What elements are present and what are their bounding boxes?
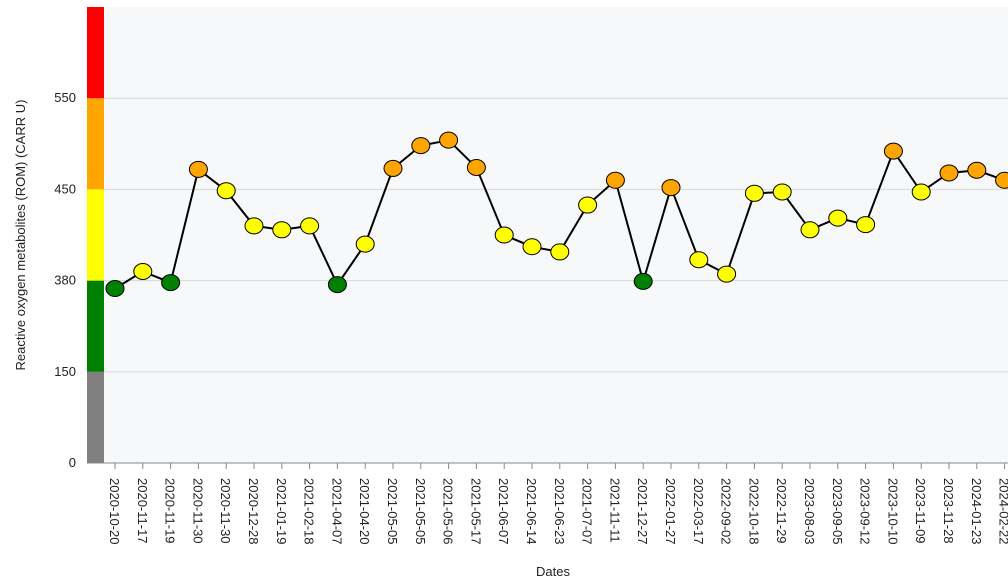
data-point xyxy=(995,171,1008,189)
data-point xyxy=(188,160,208,178)
x-tick-label: 2020-12-28 xyxy=(246,478,261,545)
data-point xyxy=(939,164,959,182)
range-band xyxy=(87,98,104,190)
x-tick-label: 2021-04-07 xyxy=(329,478,344,545)
x-tick-label: 2023-11-28 xyxy=(941,478,956,544)
data-point xyxy=(383,159,403,177)
data-point xyxy=(605,171,625,189)
data-point xyxy=(772,183,792,201)
data-point xyxy=(828,209,848,227)
x-tick-label: 2021-05-05 xyxy=(413,478,428,545)
data-point xyxy=(494,226,514,244)
y-tick-label: 380 xyxy=(54,273,76,288)
data-point xyxy=(522,238,542,256)
data-point xyxy=(856,216,876,234)
x-tick-label: 2021-02-18 xyxy=(302,478,317,545)
x-tick-label: 2024-02-22 xyxy=(997,478,1008,545)
range-band xyxy=(87,7,104,99)
x-tick-label: 2021-11-11 xyxy=(607,478,622,543)
y-tick-label: 150 xyxy=(54,364,76,379)
data-point xyxy=(161,274,181,292)
x-tick-label: 2023-11-09 xyxy=(913,478,928,544)
data-point xyxy=(244,217,264,235)
data-point xyxy=(744,184,764,202)
y-tick-label: 0 xyxy=(69,455,76,470)
data-point xyxy=(911,183,931,201)
x-tick-label: 2021-04-20 xyxy=(357,478,372,545)
x-tick-label: 2021-07-07 xyxy=(580,478,595,545)
x-tick-label: 2021-06-14 xyxy=(524,478,539,545)
data-point xyxy=(717,265,737,283)
x-tick-label: 2020-11-17 xyxy=(135,478,150,544)
data-point xyxy=(550,243,570,261)
data-point xyxy=(578,196,598,214)
data-point xyxy=(689,251,709,269)
data-point xyxy=(439,131,459,149)
x-tick-label: 2022-03-17 xyxy=(691,478,706,545)
x-tick-label: 2021-12-27 xyxy=(635,478,650,545)
data-point xyxy=(466,159,486,177)
data-point xyxy=(327,276,347,294)
x-tick-label: 2023-09-05 xyxy=(830,478,845,545)
x-tick-label: 2020-10-20 xyxy=(107,478,122,545)
y-tick-label: 550 xyxy=(54,90,76,105)
y-axis-title: Reactive oxygen metabolites (ROM) (CARR … xyxy=(13,100,28,371)
data-point xyxy=(800,221,820,239)
x-axis-title: Dates xyxy=(536,564,570,579)
x-tick-label: 2024-01-23 xyxy=(969,478,984,545)
x-tick-label: 2021-05-05 xyxy=(385,478,400,545)
x-tick-label: 2023-08-03 xyxy=(802,478,817,545)
data-point xyxy=(355,235,375,253)
x-tick-label: 2021-05-17 xyxy=(468,478,483,545)
data-point xyxy=(272,221,292,239)
data-point xyxy=(133,262,153,280)
x-tick-label: 2020-11-19 xyxy=(163,478,178,544)
data-point xyxy=(633,272,653,290)
range-band xyxy=(87,280,104,372)
x-tick-label: 2021-05-06 xyxy=(441,478,456,545)
x-tick-label: 2020-11-30 xyxy=(190,478,205,544)
range-band xyxy=(87,189,104,281)
data-point xyxy=(883,142,903,160)
plot-area xyxy=(104,7,1008,463)
data-point xyxy=(216,182,236,200)
x-tick-label: 2022-11-29 xyxy=(774,478,789,544)
data-point xyxy=(411,137,431,155)
range-band xyxy=(87,371,104,463)
x-tick-label: 2023-09-12 xyxy=(858,478,873,545)
data-point xyxy=(300,217,320,235)
y-tick-label: 450 xyxy=(54,181,76,196)
data-point xyxy=(661,179,681,197)
data-point xyxy=(967,161,987,179)
x-tick-label: 2023-10-10 xyxy=(885,478,900,545)
x-tick-label: 2022-09-02 xyxy=(719,478,734,545)
x-tick-label: 2021-06-23 xyxy=(552,478,567,545)
x-tick-label: 2021-01-19 xyxy=(274,478,289,545)
x-tick-label: 2022-10-18 xyxy=(746,478,761,545)
x-tick-label: 2022-01-27 xyxy=(663,478,678,545)
data-point xyxy=(105,280,125,298)
x-tick-label: 2021-06-07 xyxy=(496,478,511,545)
x-tick-label: 2020-11-30 xyxy=(218,478,233,544)
